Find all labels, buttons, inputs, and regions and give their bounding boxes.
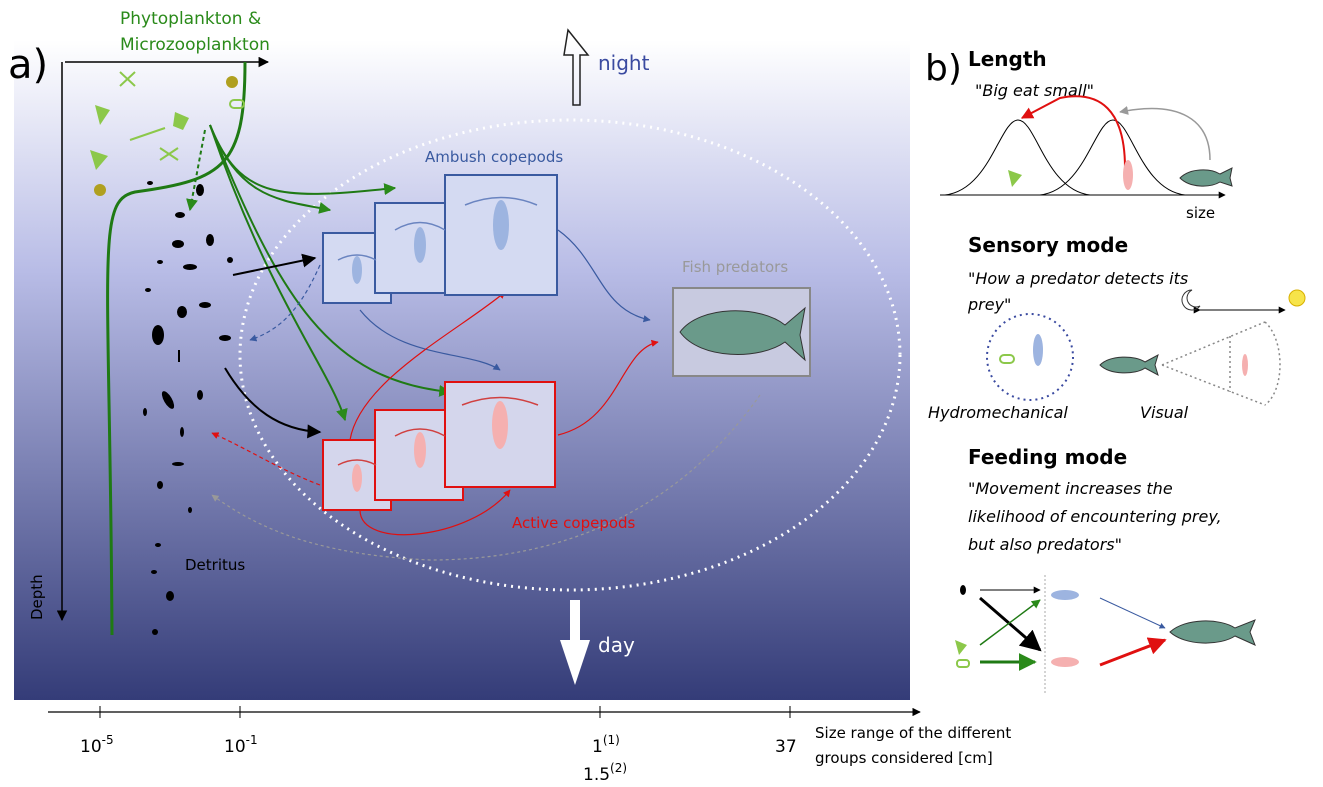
size-spectrum	[940, 96, 1232, 195]
sensory-icons	[987, 290, 1305, 405]
section-quote: "Movement increases the	[968, 479, 1173, 498]
night-label: night	[598, 51, 650, 75]
tick-exp: -5	[102, 733, 114, 747]
figure: a) Phytoplankton & Microzooplankton Dept…	[0, 0, 1323, 787]
active-label: Active copepods	[512, 514, 636, 532]
ambush-label: Ambush copepods	[425, 148, 563, 166]
day-label: day	[598, 633, 635, 657]
tick-exp: (1)	[603, 733, 620, 747]
tick-base: 37	[775, 737, 797, 757]
axis-label: size	[1186, 204, 1215, 222]
section-quote: likelihood of encountering prey,	[968, 507, 1222, 526]
size-tick-label: 10-1	[224, 733, 258, 757]
tick-base: 10	[224, 737, 246, 757]
section-title: Length	[968, 47, 1047, 71]
panel-label: b)	[925, 48, 962, 89]
detritus-label: Detritus	[185, 556, 245, 574]
feeding-diagram	[955, 575, 1255, 695]
size-tick-label: 10-5	[80, 733, 114, 757]
mode-label: Hydromechanical	[928, 403, 1068, 422]
panel-label: a)	[8, 42, 48, 88]
tick-exp: -1	[246, 733, 258, 747]
size-tick-label: 1.5(2)	[583, 761, 627, 785]
section-title: Feeding mode	[968, 445, 1127, 469]
size-tick-label: 37	[775, 737, 797, 757]
tick-base: 1	[592, 737, 603, 757]
phyto-label: Microzooplankton	[120, 35, 270, 55]
mode-label: Visual	[1140, 403, 1189, 422]
phyto-label: Phytoplankton &	[120, 9, 261, 29]
tick-base: 10	[80, 737, 102, 757]
tick-exp: (2)	[610, 761, 627, 775]
section-title: Sensory mode	[968, 233, 1128, 257]
size-tick-label: 1(1)	[592, 733, 620, 757]
section-quote: but also predators"	[968, 535, 1122, 554]
size-axis-title: groups considered [cm]	[815, 749, 993, 767]
size-axis-title: Size range of the different	[815, 724, 1011, 742]
section-quote: "How a predator detects its	[968, 269, 1188, 288]
section-quote: prey"	[967, 295, 1011, 314]
fish-label: Fish predators	[682, 258, 788, 276]
tick-base: 1.5	[583, 765, 610, 785]
depth-label: Depth	[28, 574, 46, 620]
